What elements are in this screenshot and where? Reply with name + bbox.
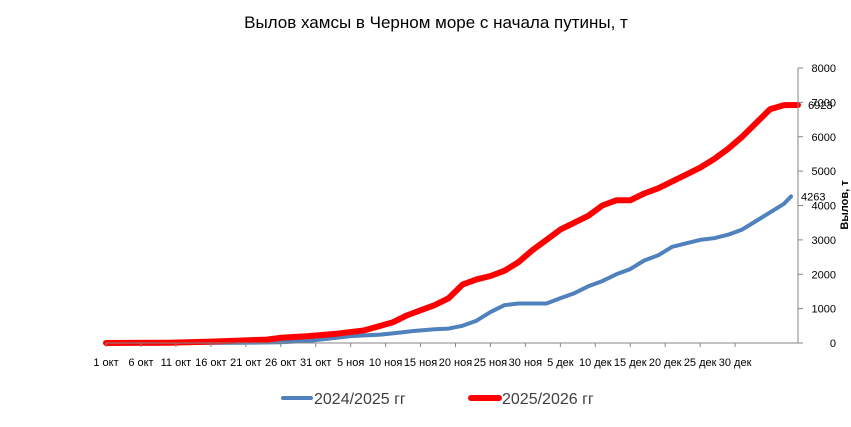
x-tick-label: 10 дек bbox=[579, 357, 612, 369]
x-tick-label: 21 окт bbox=[230, 357, 261, 369]
legend: 2024/2025 гг 2025/2026 гг bbox=[281, 391, 594, 408]
x-tick-label: 10 ноя bbox=[369, 357, 402, 369]
x-tick-label: 1 окт bbox=[93, 357, 118, 369]
x-tick-label: 16 окт bbox=[195, 357, 226, 369]
x-tick-label: 15 дек bbox=[614, 357, 647, 369]
legend-label: 2025/2026 гг bbox=[502, 391, 594, 408]
x-tick-label: 31 окт bbox=[300, 357, 331, 369]
legend-label: 2024/2025 гг bbox=[314, 391, 406, 408]
x-tick-label: 20 дек bbox=[649, 357, 682, 369]
y-tick-label: 1000 bbox=[812, 304, 836, 316]
y-tick-label: 7000 bbox=[812, 97, 836, 109]
data-labels: 4263 6923 bbox=[801, 100, 832, 203]
x-tick-label: 30 ноя bbox=[509, 357, 542, 369]
series-layer bbox=[103, 102, 801, 346]
y-tick-label: 5000 bbox=[812, 166, 836, 178]
x-tick-label: 20 ноя bbox=[439, 357, 472, 369]
x-tick-label: 6 окт bbox=[128, 357, 153, 369]
chart-title: Вылов хамсы в Черном море с начала путин… bbox=[244, 13, 628, 32]
x-tick-label: 25 дек bbox=[684, 357, 717, 369]
end-data-label: 4263 bbox=[801, 191, 825, 203]
y-tick-label: 6000 bbox=[812, 132, 836, 144]
y-axis-label: Вылов, т bbox=[839, 180, 851, 230]
x-tick-label: 30 дек bbox=[719, 357, 752, 369]
y-tick-label: 0 bbox=[830, 338, 836, 350]
x-tick-label: 5 ноя bbox=[337, 357, 364, 369]
series-line-1 bbox=[104, 194, 793, 345]
x-tick-label: 5 дек bbox=[547, 357, 574, 369]
y-axis-ticks: 0 1000 2000 3000 4000 5000 6000 7000 8000 bbox=[798, 63, 836, 350]
y-tick-label: 8000 bbox=[812, 63, 836, 75]
x-tick-label: 25 ноя bbox=[474, 357, 507, 369]
y-tick-label: 4000 bbox=[812, 201, 836, 213]
end-data-label: 6923 bbox=[808, 100, 832, 112]
x-tick-label: 11 окт bbox=[161, 357, 192, 369]
x-tick-label: 26 окт bbox=[265, 357, 296, 369]
x-axis-ticks: 1 окт 6 окт 11 окт 16 окт 21 окт 26 окт 31 окт… bbox=[93, 343, 752, 369]
x-tick-label: 15 ноя bbox=[404, 357, 437, 369]
y-tick-label: 2000 bbox=[812, 269, 836, 281]
y-tick-label: 3000 bbox=[812, 235, 836, 247]
series-line-2 bbox=[103, 102, 801, 346]
